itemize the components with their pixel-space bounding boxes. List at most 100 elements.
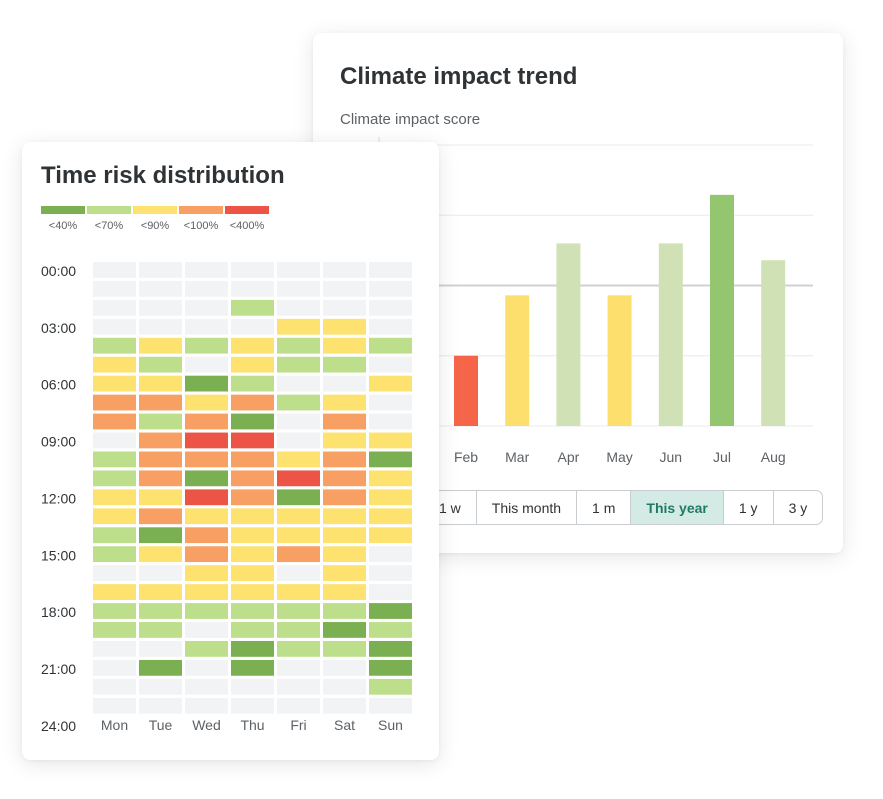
heatmap-cell: [369, 622, 412, 638]
legend-label: <40%: [48, 220, 78, 232]
heatmap-cell: [93, 451, 136, 468]
heatmap-cell: [323, 622, 366, 638]
heatmap-cell: [93, 678, 136, 695]
heatmap-cell: [185, 262, 228, 278]
heatmap-cell: [185, 678, 228, 695]
heatmap-cell: [277, 508, 320, 525]
heatmap-cell: [93, 622, 136, 638]
time-risk-title: Time risk distribution: [41, 162, 285, 189]
heatmap-cell: [277, 546, 320, 563]
heatmap-cell: [231, 641, 274, 657]
heatmap-cell: [185, 413, 228, 430]
range-tab-this-year[interactable]: This year: [631, 491, 724, 524]
heatmap-cell: [369, 546, 412, 563]
heatmap-cell: [185, 697, 228, 714]
heatmap-cell: [93, 697, 136, 714]
heatmap-cell: [139, 337, 182, 354]
heatmap-cell: [231, 280, 274, 297]
heatmap-cell: [277, 603, 320, 619]
bar-may: [607, 295, 632, 426]
heatmap-cell: [369, 565, 412, 581]
x-tick-label: Wed: [192, 717, 221, 733]
heatmap-cell: [323, 413, 366, 430]
heatmap-cell: [369, 262, 412, 278]
legend-label: <90%: [140, 220, 170, 232]
heatmap-cell: [231, 337, 274, 354]
heatmap-cell: [231, 622, 274, 638]
heatmap-cell: [139, 432, 182, 449]
heatmap-cell: [323, 394, 366, 411]
x-tick-label: Thu: [240, 717, 264, 733]
heatmap-cell: [139, 603, 182, 619]
heatmap-cell: [369, 697, 412, 714]
heatmap-cell: [231, 489, 274, 506]
bar-feb: [454, 355, 478, 426]
heatmap-cell: [185, 641, 228, 657]
heatmap-cell: [231, 318, 274, 335]
heatmap-cell: [93, 262, 136, 278]
heatmap-cell: [185, 299, 228, 316]
range-tab-3-y[interactable]: 3 y: [788, 499, 808, 516]
heatmap-cell: [185, 508, 228, 525]
range-tab-1-y[interactable]: 1 y: [724, 491, 774, 524]
heatmap-cell: [277, 527, 320, 544]
y-tick-label: 15:00: [41, 547, 76, 563]
heatmap-cell: [277, 678, 320, 695]
range-tab-1-m[interactable]: 1 m: [577, 491, 632, 524]
heatmap-cell: [231, 299, 274, 316]
heatmap-cell: [231, 659, 274, 676]
heatmap-cell: [277, 394, 320, 411]
heatmap-cell: [185, 470, 228, 487]
heatmap-cell: [231, 565, 274, 581]
legend-item: <100%: [179, 206, 223, 232]
x-tick-label: Jul: [713, 449, 731, 465]
heatmap-cell: [323, 489, 366, 506]
heatmap-cell: [93, 659, 136, 676]
heatmap-cell: [231, 697, 274, 714]
heatmap-cell: [323, 527, 366, 544]
heatmap-cell: [231, 584, 274, 600]
heatmap-cell: [93, 641, 136, 657]
heatmap-cell: [185, 527, 228, 544]
y-tick-label: 00:00: [41, 263, 76, 279]
heatmap-cell: [93, 432, 136, 449]
legend-label: <400%: [229, 220, 265, 232]
heatmap-cell: [93, 337, 136, 354]
heatmap-cell: [277, 413, 320, 430]
x-tick-label: Mar: [505, 449, 529, 465]
heatmap-cell: [93, 280, 136, 297]
heatmap-cell: [277, 451, 320, 468]
heatmap-cell: [139, 280, 182, 297]
heatmap-cell: [323, 641, 366, 657]
heatmap-cell: [139, 262, 182, 278]
heatmap-cell: [369, 337, 412, 354]
heatmap-cell: [93, 584, 136, 600]
heatmap-cell: [369, 413, 412, 430]
heatmap-cell: [231, 375, 274, 392]
y-tick-label: 09:00: [41, 434, 76, 450]
heatmap-cell: [277, 262, 320, 278]
bar-mar: [505, 295, 530, 426]
heatmap-cell: [231, 432, 274, 449]
range-tab-this-month[interactable]: This month: [477, 491, 578, 524]
heatmap-cell: [369, 375, 412, 392]
heatmap-cell: [139, 470, 182, 487]
bar-aug: [761, 260, 786, 426]
heatmap-cell: [185, 432, 228, 449]
x-tick-label: Mon: [101, 717, 128, 733]
heatmap-cell: [323, 697, 366, 714]
heatmap-cell: [93, 489, 136, 506]
heatmap-cell: [277, 299, 320, 316]
heatmap-cell: [93, 413, 136, 430]
heatmap-cell: [323, 678, 366, 695]
heatmap-cell: [277, 622, 320, 638]
time-range-selector: 1 w This month 1 m This year 1 y 3 y: [423, 490, 824, 525]
heatmap-cell: [277, 470, 320, 487]
bar-jul: [710, 194, 734, 426]
heatmap-cell: [323, 280, 366, 297]
heatmap-cell: [139, 622, 182, 638]
heatmap-cell: [277, 489, 320, 506]
heatmap-cell: [323, 375, 366, 392]
heatmap-cell: [277, 697, 320, 714]
range-tab-1-w[interactable]: 1 w: [424, 491, 477, 524]
